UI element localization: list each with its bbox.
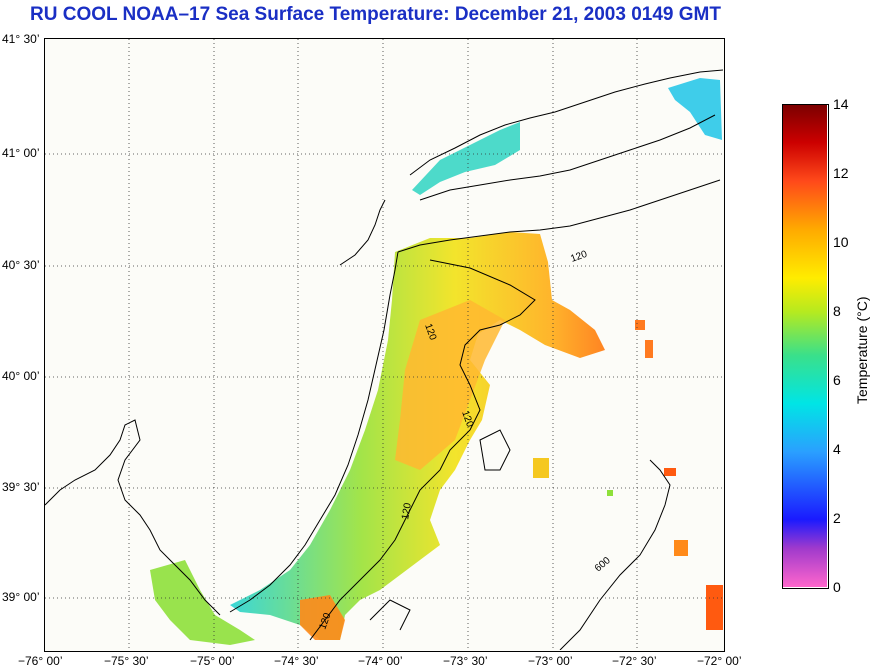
lat-label: 39° 30’ [2,480,40,494]
sst-li-sound [412,122,520,195]
sst-patch [533,458,549,478]
sst-offshore-warm [395,300,505,470]
lon-label: −74° 00’ [358,654,403,668]
sst-patch [635,320,645,330]
coastline [45,69,723,650]
colorbar-frame [782,104,829,589]
lon-label: −72° 00’ [697,654,742,668]
lon-label: −75° 00’ [190,654,235,668]
colorbar-title: Temperature (°C) [854,296,870,404]
lon-label: −72° 30’ [612,654,657,668]
lon-label: −74° 30’ [274,654,319,668]
lon-label: −76° 00’ [18,654,63,668]
colorbar-tick: 10 [833,234,849,250]
lon-label: −73° 00’ [528,654,573,668]
colorbar-tick: 6 [833,372,841,388]
sst-southern-patch [150,560,255,645]
sst-patch [645,340,653,358]
lat-label: 41° 30’ [2,32,40,46]
colorbar-tick: 2 [833,510,841,526]
contour-label: 120 [569,249,589,265]
sst-patch [674,540,688,556]
colorbar-tick: 12 [833,165,849,181]
lon-label: −75° 30’ [104,654,149,668]
colorbar-tick: 4 [833,441,841,457]
colorbar-tick: 0 [833,579,841,595]
lat-label: 40° 30’ [2,258,40,272]
sst-patch [706,585,723,630]
contour-label: 600 [593,555,613,574]
graticule [45,39,723,650]
sst-east-tip [668,78,722,140]
page-title: RU COOL NOAA–17 Sea Surface Temperature:… [30,4,721,25]
colorbar-tick: 8 [833,303,841,319]
contour-label: 120 [400,502,414,521]
lat-label: 39° 00’ [2,590,40,604]
lat-label: 41° 00’ [2,146,40,160]
lat-label: 40° 00’ [2,369,40,383]
sst-south-warm [300,595,345,640]
sst-patch [664,468,676,476]
sst-patch [607,490,613,496]
colorbar-gradient [782,104,827,587]
lon-label: −73° 30’ [443,654,488,668]
colorbar-tick: 14 [833,96,849,112]
